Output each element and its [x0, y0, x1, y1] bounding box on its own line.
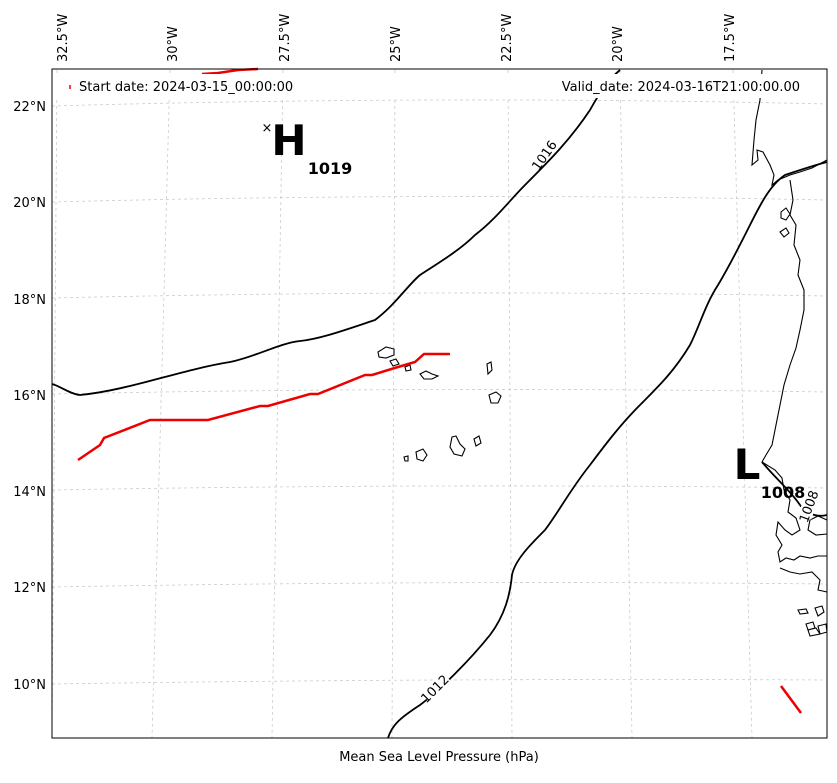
- lon-tick-label: 25°W: [389, 26, 404, 62]
- cape-verde-islands: [377, 346, 502, 462]
- lat-tick-label: 14°N: [13, 485, 46, 500]
- legend-band: [53, 74, 826, 98]
- lon-tick-labels: 32.5°W 30°W 27.5°W 25°W 22.5°W 20°W 17.5…: [56, 14, 738, 62]
- isobar-1008: [761, 461, 828, 517]
- lat-tick-label: 18°N: [13, 293, 46, 308]
- lat-tick-label: 22°N: [13, 100, 46, 115]
- lat-tick-label: 10°N: [13, 678, 46, 693]
- storm-track: [77, 67, 803, 714]
- lon-tick-label: 20°W: [611, 26, 626, 62]
- map-frame: [51, 68, 828, 739]
- isobar-1012: [387, 161, 828, 739]
- track-top: [201, 67, 259, 76]
- high-pressure-value: 1019: [308, 159, 353, 178]
- coastline-africa: [751, 69, 828, 637]
- low-pressure-value: 1008: [761, 483, 806, 502]
- track-lower-right: [779, 685, 803, 714]
- gridlines: [51, 69, 828, 739]
- valid-date-label: Valid_date: 2024-03-16T21:00:00.00: [562, 80, 800, 95]
- lon-tick-label: 30°W: [166, 26, 181, 62]
- lon-tick-label: 27.5°W: [278, 14, 293, 62]
- low-pressure-letter: L: [734, 440, 761, 489]
- isobars: [51, 69, 828, 739]
- isobar-1016: [51, 69, 621, 396]
- lon-tick-label: 32.5°W: [56, 14, 71, 62]
- start-date-label: Start date: 2024-03-15_00:00:00: [79, 80, 293, 95]
- lon-tick-label: 22.5°W: [500, 14, 515, 62]
- lat-tick-label: 20°N: [13, 196, 46, 211]
- lat-tick-labels: 22°N 20°N 18°N 16°N 14°N 12°N 10°N: [13, 100, 46, 693]
- high-pressure-letter: H: [271, 116, 306, 165]
- high-center-marker: ×: [262, 121, 273, 136]
- contour-label-1012: 1012: [419, 673, 453, 707]
- lat-tick-label: 16°N: [13, 389, 46, 404]
- lon-tick-label: 17.5°W: [723, 14, 738, 62]
- track-main: [77, 352, 450, 462]
- lat-tick-label: 12°N: [13, 581, 46, 596]
- x-axis-label: Mean Sea Level Pressure (hPa): [339, 750, 539, 765]
